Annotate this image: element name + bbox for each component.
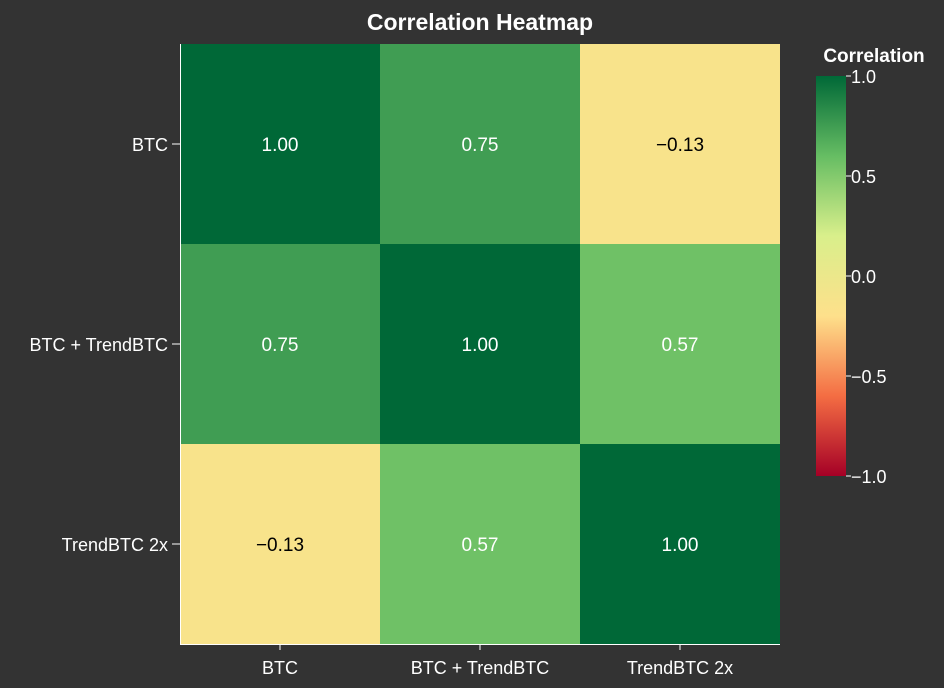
x-axis-ticks: BTC BTC + TrendBTC TrendBTC 2x [262, 644, 733, 678]
heatmap-cell-label: 1.00 [662, 535, 699, 556]
heatmap-cell [580, 244, 780, 444]
heatmap-cell-label: 0.75 [262, 335, 299, 356]
colorbar-tick-label: −0.5 [851, 367, 887, 387]
heatmap-cell-label: −0.13 [656, 135, 704, 156]
heatmap-cell-label: 1.00 [462, 335, 499, 356]
x-tick-label: TrendBTC 2x [627, 658, 733, 678]
y-tick-label: TrendBTC 2x [62, 535, 168, 555]
heatmap-cell [580, 44, 780, 244]
heatmap-cell [380, 44, 580, 244]
heatmap-cell-label: 1.00 [262, 135, 299, 156]
colorbar-tick-label: 0.0 [851, 267, 876, 287]
colorbar-tick-label: 1.0 [851, 67, 876, 87]
x-tick-label: BTC + TrendBTC [411, 658, 550, 678]
colorbar [816, 76, 846, 476]
colorbar-title: Correlation [823, 46, 924, 67]
heatmap-cell [380, 244, 580, 444]
chart-title: Correlation Heatmap [367, 9, 593, 35]
y-tick-label: BTC + TrendBTC [29, 335, 168, 355]
heatmap-cell [180, 44, 380, 244]
heatmap-cell-label: 0.57 [662, 335, 699, 356]
colorbar-ticks: 1.0 0.5 0.0 −0.5 −1.0 [846, 67, 887, 487]
y-axis-ticks: BTC BTC + TrendBTC TrendBTC 2x [29, 135, 180, 555]
y-tick-label: BTC [132, 135, 168, 155]
colorbar-tick-label: 0.5 [851, 167, 876, 187]
colorbar-tick-label: −1.0 [851, 467, 887, 487]
x-tick-label: BTC [262, 658, 298, 678]
heatmap-cells [180, 44, 780, 644]
heatmap-cell-labels: 1.00 0.75 −0.13 0.75 1.00 0.57 −0.13 0.57 1.00 [256, 135, 704, 556]
heatmap-cell-label: 0.75 [462, 135, 499, 156]
heatmap-cell [180, 244, 380, 444]
heatmap-cell-label: 0.57 [462, 535, 499, 556]
heatmap-cell-label: −0.13 [256, 535, 304, 556]
heatmap-cell [180, 444, 380, 644]
heatmap-cell [580, 444, 780, 644]
heatmap-cell [380, 444, 580, 644]
